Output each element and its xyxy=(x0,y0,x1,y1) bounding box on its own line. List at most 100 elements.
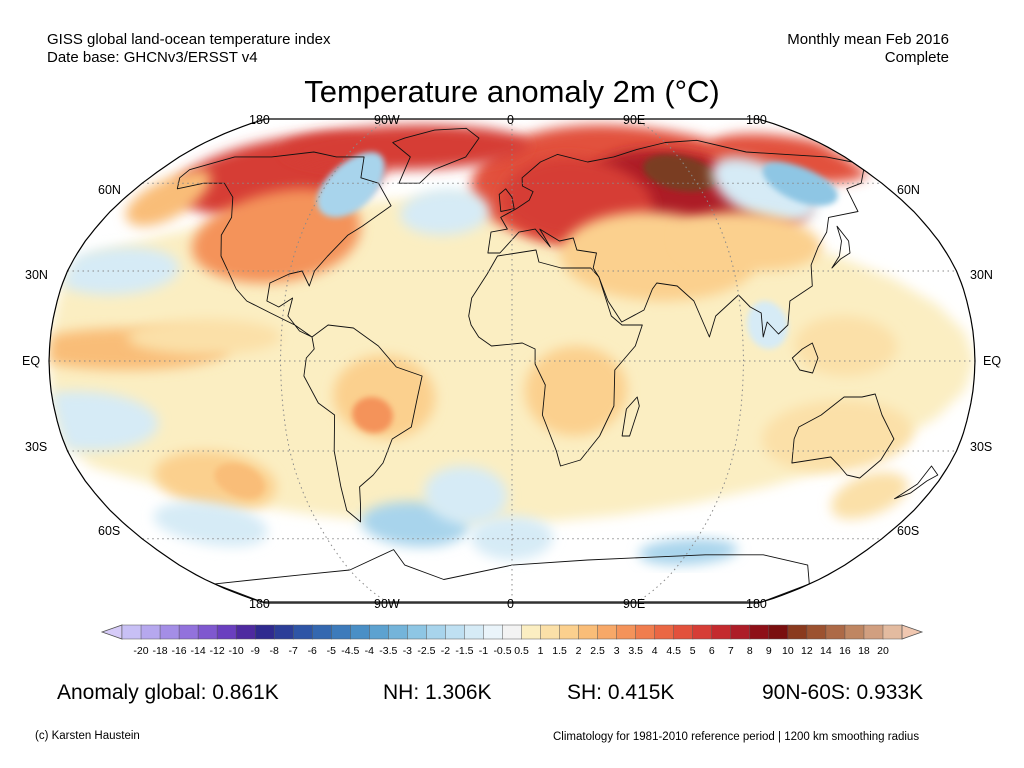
colorbar-swatch xyxy=(464,624,485,640)
colorbar-tick-label: 8 xyxy=(747,645,753,657)
lat-label-left-30n: 30N xyxy=(25,268,48,282)
colorbar-tick-label: -0.5 xyxy=(493,645,511,657)
colorbar-tick-label: -6 xyxy=(308,645,317,657)
anomaly-region xyxy=(153,501,268,547)
colorbar-swatch xyxy=(730,624,751,640)
colorbar-swatch xyxy=(235,624,256,640)
colorbar-swatch xyxy=(559,624,580,640)
colorbar-tick-label: -20 xyxy=(133,645,148,657)
lon-label-top-0: 0 xyxy=(507,113,514,127)
anomaly-region xyxy=(125,169,212,227)
stat-global: Anomaly global: 0.861K xyxy=(57,681,279,704)
meridian-line xyxy=(279,119,390,603)
anomaly-region xyxy=(62,247,180,295)
page-title: Temperature anomaly 2m (°C) xyxy=(304,74,720,109)
colorbar-tick-label: 2.5 xyxy=(590,645,605,657)
colorbar-tick-label: 4 xyxy=(652,645,658,657)
colorbar-swatch xyxy=(540,624,561,640)
colorbar-tick-label: 12 xyxy=(801,645,813,657)
colorbar-tick-label: 6 xyxy=(709,645,715,657)
colorbar-swatch xyxy=(521,624,542,640)
colorbar-swatch xyxy=(254,624,275,640)
methodology-note: Climatology for 1981-2010 reference peri… xyxy=(553,731,920,743)
lat-label-left-60n: 60N xyxy=(98,183,121,197)
colorbar-swatch xyxy=(597,624,618,640)
lon-label-bottom-90w: 90W xyxy=(374,597,400,611)
colorbar-swatch xyxy=(654,624,675,640)
colorbar-tick-label: -2.5 xyxy=(417,645,435,657)
anomaly-region xyxy=(747,301,788,349)
lon-label-top-180w: 180 xyxy=(249,113,270,127)
period-label: Monthly mean Feb 2016 xyxy=(787,31,949,48)
anomaly-region xyxy=(677,211,822,271)
colorbar-swatch xyxy=(863,624,884,640)
lat-label-left-eq: EQ xyxy=(22,354,41,368)
lon-label-bottom-0: 0 xyxy=(507,597,514,611)
colorbar-swatch xyxy=(369,624,389,640)
colorbar-swatch xyxy=(216,624,237,640)
colorbar-swatch xyxy=(445,624,465,640)
continent-outline xyxy=(214,549,810,603)
colorbar-swatch xyxy=(502,624,523,640)
colorbar-tick-label: -7 xyxy=(289,645,298,657)
anomaly-field xyxy=(49,124,975,566)
colorbar-tick-label: 9 xyxy=(766,645,772,657)
anomaly-region xyxy=(424,466,508,525)
colorbar-swatch xyxy=(407,624,427,640)
lon-label-top-180e: 180 xyxy=(746,113,767,127)
continent-outline xyxy=(176,151,392,338)
colorbar-swatch xyxy=(635,624,656,640)
anomaly-region xyxy=(762,162,838,206)
colorbar-swatch xyxy=(159,624,180,640)
anomaly-region xyxy=(762,400,913,472)
colorbar-swatch xyxy=(388,624,408,640)
anomaly-region xyxy=(638,538,738,566)
lon-label-bottom-180e: 180 xyxy=(746,597,767,611)
colorbar-tick-label: 3.5 xyxy=(628,645,643,657)
colorbar-swatch xyxy=(711,624,732,640)
colorbar-swatch xyxy=(121,624,142,640)
colorbar-tick-label: -1 xyxy=(479,645,488,657)
anomaly-region xyxy=(214,463,265,499)
colorbar-tick-label: -3 xyxy=(403,645,412,657)
colorbar-tick-label: 1.5 xyxy=(552,645,567,657)
anomaly-region xyxy=(283,124,530,170)
colorbar-tick-label: -5 xyxy=(327,645,336,657)
continent-outline xyxy=(487,139,865,338)
anomaly-region xyxy=(400,188,490,236)
lat-label-left-60s: 60S xyxy=(98,524,121,538)
colorbar-upper-arrow xyxy=(901,624,924,640)
colorbar-swatch xyxy=(331,624,351,640)
stat-nh: NH: 1.306K xyxy=(383,681,492,704)
anomaly-region xyxy=(831,472,908,520)
colorbar-swatch xyxy=(350,624,370,640)
anomaly-region xyxy=(316,152,385,218)
colorbar-swatch xyxy=(768,624,789,640)
colorbar-tick-label: 16 xyxy=(839,645,851,657)
colorbar-swatch xyxy=(197,624,218,640)
colorbar-lower-arrow xyxy=(100,624,123,640)
anomaly-region xyxy=(192,188,361,283)
meridian-line xyxy=(634,119,745,603)
colorbar-tick-label: 7 xyxy=(728,645,734,657)
colorbar-tick-label: -18 xyxy=(152,645,167,657)
colorbar-tick-labels: -20 -18 -16 -14 -12 -10 -9 -8 -7 -6 -5 -4.5 -4 -3.5 -3… xyxy=(133,645,889,657)
lat-label-right-30s: 30S xyxy=(970,440,993,454)
colorbar-tick-label: 1 xyxy=(538,645,544,657)
colorbar-swatch xyxy=(825,624,846,640)
colorbar-tick-label: 5 xyxy=(690,645,696,657)
colorbar-tick-label: -9 xyxy=(250,645,259,657)
continent-outline xyxy=(392,127,480,184)
dataset-label: GISS global land-ocean temperature index xyxy=(47,31,331,48)
colorbar-swatches xyxy=(100,624,924,640)
continent-outline xyxy=(894,465,939,500)
colorbar-tick-label: -4 xyxy=(365,645,374,657)
anomaly-region xyxy=(711,156,818,224)
lat-label-right-30n: 30N xyxy=(970,268,993,282)
colorbar-tick-label: -16 xyxy=(171,645,186,657)
colorbar-tick-label: 4.5 xyxy=(666,645,681,657)
colorbar-swatch xyxy=(844,624,865,640)
colorbar-swatch xyxy=(178,624,199,640)
colorbar-tick-label: 10 xyxy=(782,645,794,657)
colorbar-tick-label: -4.5 xyxy=(341,645,359,657)
